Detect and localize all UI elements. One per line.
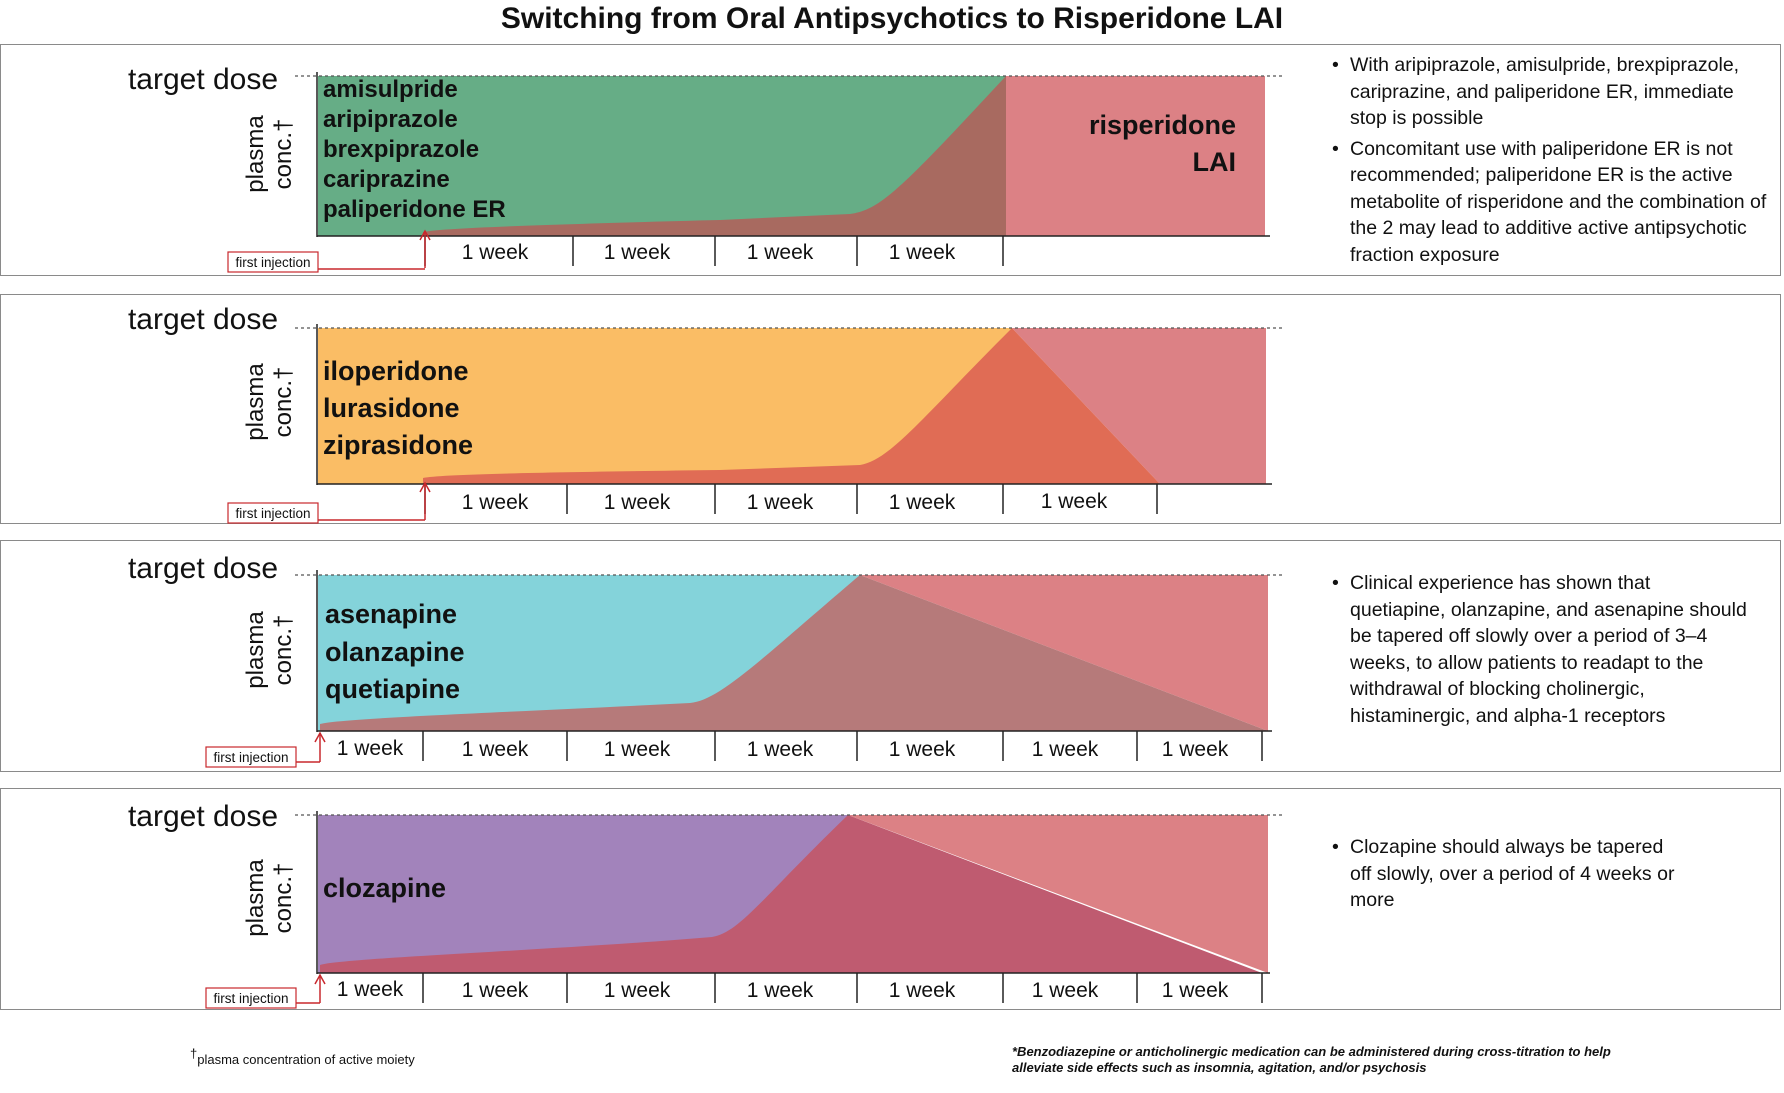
panel-2-lai-rise-curve	[423, 328, 1160, 484]
panel-4-first-injection-arrow	[314, 973, 326, 1003]
panel-3-week-label: 1 week	[889, 738, 956, 761]
panel-4-oral-area	[318, 815, 848, 973]
panel-2-drug-name: iloperidone	[323, 356, 469, 386]
panel-1-lai-label-line2: LAI	[1193, 147, 1237, 177]
panel-2-week-label: 1 week	[889, 491, 956, 514]
panel-2-first-injection-box	[227, 502, 319, 524]
panel-4-week-label: 1 week	[337, 978, 404, 1001]
panel-4-week-label: 1 week	[604, 979, 671, 1002]
panel-4-week-label: 1 week	[462, 979, 529, 1002]
panel-4-target-dose-label: target dose	[128, 800, 278, 833]
panel-3-lai-rise-curve	[320, 575, 1268, 731]
panel-2-ylabel-line1: plasma	[242, 363, 269, 441]
panel-4-week-label: 1 week	[1162, 979, 1229, 1002]
panel-4-drug-name: clozapine	[323, 873, 446, 903]
panel-1-drug-name: paliperidone ER	[323, 196, 506, 223]
panel-4-notes: Clozapine should always be tapered off s…	[1330, 834, 1690, 918]
footnote-benzodiazepine: *Benzodiazepine or anticholinergic medic…	[1012, 1044, 1612, 1076]
panel-2-ylabel-line2: conc.†	[270, 367, 297, 438]
panel-1-drug-name: brexpiprazole	[323, 136, 479, 163]
panel-4-week-ticks	[422, 973, 1263, 1003]
panel-4-week-label: 1 week	[747, 979, 814, 1002]
footnote-right-text: *Benzodiazepine or anticholinergic medic…	[1012, 1044, 1611, 1075]
panel-3-week-label: 1 week	[337, 737, 404, 760]
panel-1-drug-name: amisulpride	[323, 76, 458, 103]
panel-3-week-ticks	[422, 731, 1263, 761]
panel-4-lai-rise-curve	[320, 815, 1262, 973]
panel-2-first-injection-label: first injection	[235, 506, 310, 521]
panel-3-first-injection-box	[205, 746, 297, 768]
panel-4-week-label: 1 week	[1032, 979, 1099, 1002]
panel-1-ylabel-line1: plasma	[242, 115, 269, 193]
panel-1-week-label: 1 week	[747, 241, 814, 264]
panel-2-drug-name: lurasidone	[323, 393, 460, 423]
panel-3-week-label: 1 week	[1162, 738, 1229, 761]
panel-2-frame	[0, 294, 1781, 524]
panel-2-week-label: 1 week	[747, 491, 814, 514]
panel-1-note: Concomitant use with paliperidone ER is …	[1330, 136, 1770, 269]
footnote-text: plasma concentration of active moiety	[197, 1052, 415, 1067]
panel-1-lai-rise-curve	[423, 76, 1006, 236]
panel-1-drug-name: aripiprazole	[323, 106, 458, 133]
panel-3-note: Clinical experience has shown that queti…	[1330, 570, 1750, 729]
panel-4-ylabel-line2: conc.†	[270, 863, 297, 934]
panel-1-ylabel-line2: conc.†	[270, 119, 297, 190]
panel-3-target-dose-label: target dose	[128, 552, 278, 585]
panel-3-week-label: 1 week	[604, 738, 671, 761]
panel-3-drug-name: quetiapine	[325, 674, 460, 704]
panel-2-week-label: 1 week	[462, 491, 529, 514]
panel-1-week-label: 1 week	[889, 241, 956, 264]
panel-3-drug-name: olanzapine	[325, 637, 465, 667]
panel-2-first-injection-arrow	[318, 481, 431, 521]
panel-1-target-dose-label: target dose	[128, 63, 278, 96]
panel-4-week-label: 1 week	[889, 979, 956, 1002]
panel-2-week-label: 1 week	[1041, 490, 1108, 513]
panel-3-frame	[0, 540, 1781, 772]
panel-1-notes: With aripiprazole, amisulpride, brexpipr…	[1330, 52, 1770, 272]
panel-3-drug-name: asenapine	[325, 599, 457, 629]
panel-2-oral-area	[318, 328, 1012, 484]
panel-3-first-injection-arrow	[314, 731, 326, 762]
panel-1-oral-area	[318, 76, 1006, 236]
panel-1-note: With aripiprazole, amisulpride, brexpipr…	[1330, 52, 1770, 132]
panel-4-first-injection-label: first injection	[213, 991, 288, 1006]
footnote-plasma-concentration: †plasma concentration of active moiety	[190, 1046, 415, 1067]
panel-1-first-injection-label: first injection	[235, 255, 310, 270]
panel-3-ylabel-line2: conc.†	[270, 615, 297, 686]
panel-1-first-injection-box	[227, 251, 319, 273]
panel-3-week-label: 1 week	[462, 738, 529, 761]
panel-3-week-label: 1 week	[747, 738, 814, 761]
panel-2-week-label: 1 week	[604, 491, 671, 514]
panel-2-lai-area	[1012, 328, 1266, 484]
panel-4-first-injection-box	[205, 987, 297, 1009]
panel-4-frame	[0, 788, 1781, 1010]
panel-1-drug-name: cariprazine	[323, 166, 450, 193]
panel-1-week-label: 1 week	[604, 241, 671, 264]
footnote-dagger: †	[190, 1046, 198, 1061]
panel-3-week-label: 1 week	[1032, 738, 1099, 761]
panel-1-lai-area	[1006, 76, 1265, 236]
panel-1-lai-label-line1: risperidone	[1089, 110, 1236, 140]
panel-2-drug-name: ziprasidone	[323, 430, 473, 460]
panel-3-ylabel-line1: plasma	[242, 611, 269, 689]
panel-2-target-dose-label: target dose	[128, 303, 278, 336]
panel-1-week-label: 1 week	[462, 241, 529, 264]
panel-4-note: Clozapine should always be tapered off s…	[1330, 834, 1690, 914]
panel-3-notes: Clinical experience has shown that queti…	[1330, 570, 1750, 733]
panel-4-lai-area	[848, 815, 1268, 973]
panel-3-first-injection-label: first injection	[213, 750, 288, 765]
panel-1-first-injection-arrow	[318, 229, 431, 270]
panel-1-frame	[0, 44, 1781, 276]
panel-4-ylabel-line1: plasma	[242, 859, 269, 937]
figure-title: Switching from Oral Antipsychotics to Ri…	[500, 2, 1284, 35]
